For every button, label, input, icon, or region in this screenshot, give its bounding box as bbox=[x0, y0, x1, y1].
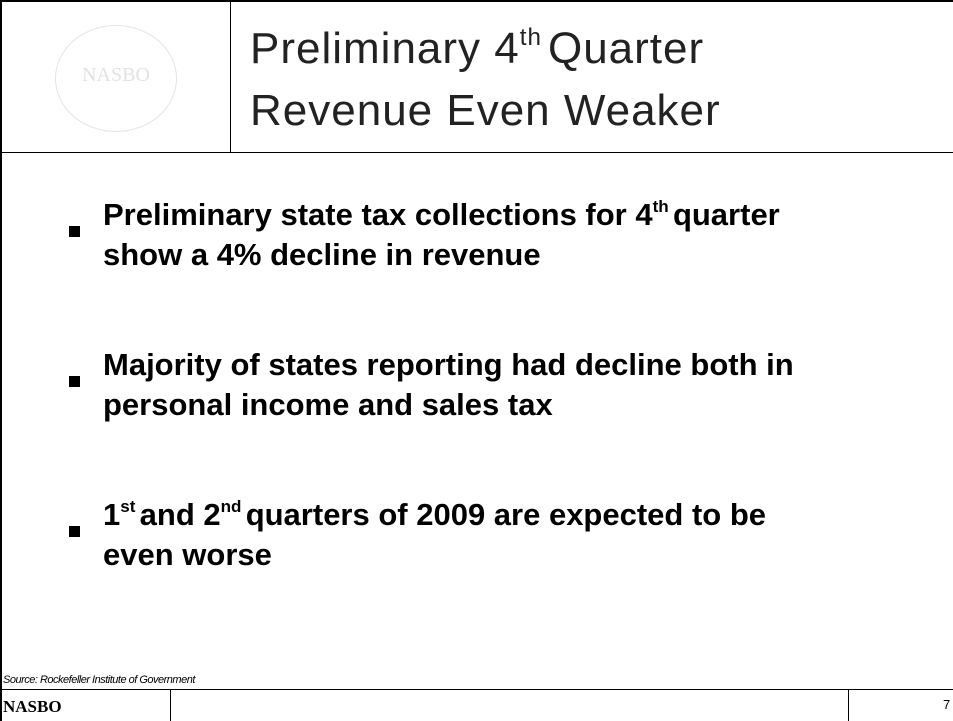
title-line: Revenue Even Weaker bbox=[250, 86, 721, 135]
bullet-marker bbox=[69, 376, 80, 387]
source-note: Source: Rockefeller Institute of Governm… bbox=[3, 674, 195, 686]
superscript: th bbox=[652, 197, 669, 217]
bullet-marker bbox=[69, 526, 80, 537]
superscript: nd bbox=[220, 497, 242, 517]
bullet-text: and 2 bbox=[139, 497, 221, 532]
logo: NASBO bbox=[55, 25, 177, 132]
border-left bbox=[0, 0, 2, 721]
header-rule bbox=[0, 152, 953, 153]
page-number: 7 bbox=[943, 697, 951, 712]
bullet-text: Preliminary state tax collections for 4 bbox=[103, 197, 653, 232]
superscript: st bbox=[120, 497, 136, 517]
bullet-text: quarters of 2009 are expected to be even… bbox=[103, 497, 767, 572]
title-line: Preliminary 4th Quarter bbox=[250, 24, 704, 74]
footer-divider bbox=[170, 689, 171, 721]
bullet: 1st and 2nd quarters of 2009 are expected … bbox=[103, 495, 823, 575]
bullet-marker bbox=[69, 226, 80, 237]
footer-divider bbox=[848, 689, 849, 721]
header-divider bbox=[230, 0, 231, 152]
title-text: Preliminary 4 bbox=[250, 24, 520, 73]
bullet-text: quarter show a 4% decline in revenue bbox=[103, 197, 780, 272]
footer-org: NASBO bbox=[3, 697, 62, 716]
border-top bbox=[0, 0, 953, 2]
bullet: Preliminary state tax collections for 4t… bbox=[103, 195, 803, 275]
bullet: Majority of states reporting had decline… bbox=[103, 347, 794, 422]
bullet-text: 1 bbox=[103, 497, 121, 532]
footer-rule bbox=[0, 689, 953, 690]
title-text: Quarter bbox=[547, 24, 705, 73]
superscript: th bbox=[519, 23, 542, 51]
logo-text: NASBO bbox=[82, 64, 150, 86]
